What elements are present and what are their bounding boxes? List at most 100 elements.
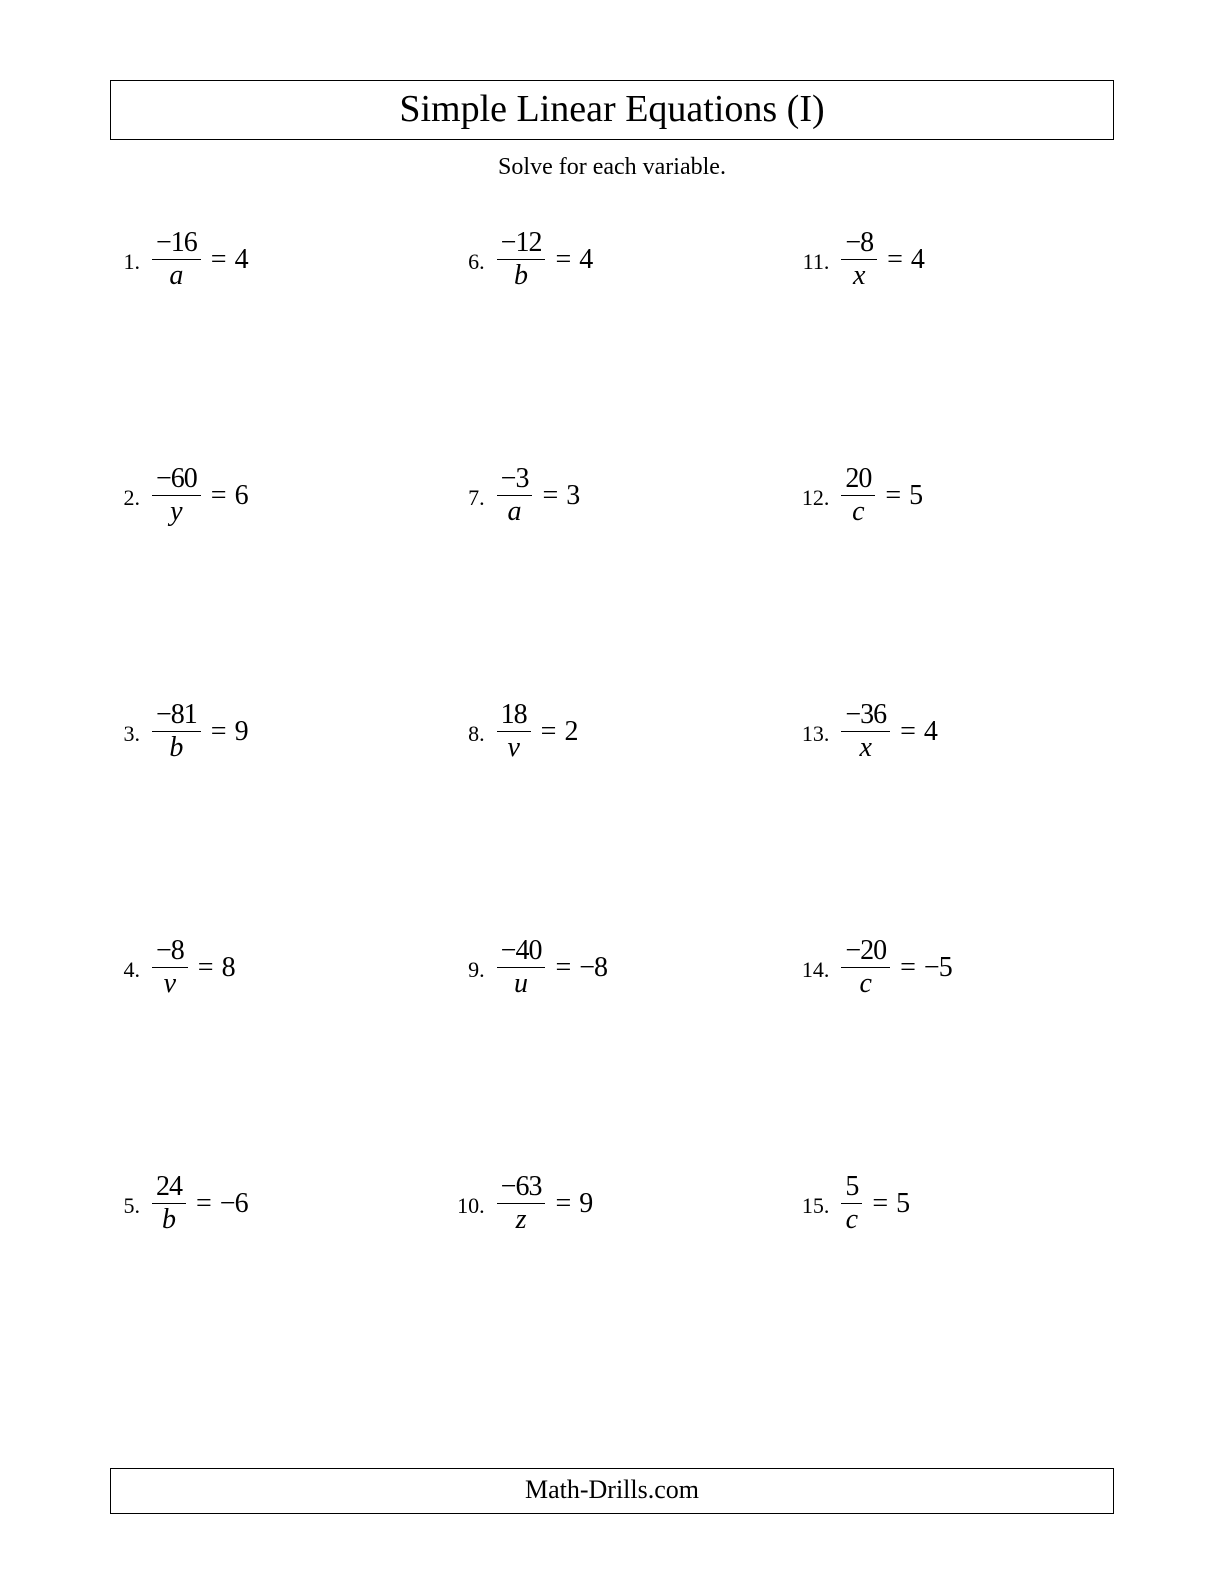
problem: 7. −3a = 3 xyxy=(455,447,770,683)
equation: −81b = 9 xyxy=(150,701,248,762)
equals-sign: = xyxy=(542,482,558,510)
equals-sign: = xyxy=(211,246,227,274)
equals-sign: = xyxy=(198,954,214,982)
denominator: x xyxy=(841,259,877,290)
fraction: −8x xyxy=(841,229,877,290)
numerator: 5 xyxy=(841,1173,862,1203)
fraction: −40u xyxy=(497,937,546,998)
rhs-value: −5 xyxy=(924,954,952,982)
denominator: y xyxy=(152,495,201,526)
worksheet-title: Simple Linear Equations (I) xyxy=(399,88,824,130)
problem: 8. 18v =2 xyxy=(455,683,770,919)
numerator: −16 xyxy=(152,229,201,259)
rhs-value: 6 xyxy=(235,482,248,510)
equals-sign: = xyxy=(885,482,901,510)
denominator: a xyxy=(497,495,533,526)
denominator: c xyxy=(841,967,890,998)
problem: 9. −40u = −8 xyxy=(455,919,770,1155)
fraction: −3a xyxy=(497,465,533,526)
numerator: 24 xyxy=(152,1173,186,1203)
rhs-value: 3 xyxy=(566,482,579,510)
fraction: −16a xyxy=(152,229,201,290)
equals-sign: = xyxy=(555,246,571,274)
problem-number: 1. xyxy=(110,229,140,275)
denominator: u xyxy=(497,967,546,998)
fraction: −60y xyxy=(152,465,201,526)
equals-sign: = xyxy=(900,954,916,982)
rhs-value: 9 xyxy=(579,1190,592,1218)
problem: 4.−8v=8 xyxy=(110,919,425,1155)
equation: −63z = 9 xyxy=(495,1173,593,1234)
rhs-value: 8 xyxy=(222,954,235,982)
problem-number: 8. xyxy=(455,701,485,747)
problem-number: 11. xyxy=(799,229,829,275)
numerator: −12 xyxy=(497,229,546,259)
rhs-value: 5 xyxy=(896,1190,909,1218)
problem-number: 15. xyxy=(799,1173,829,1219)
numerator: −20 xyxy=(841,937,890,967)
fraction: 18v xyxy=(497,701,531,762)
fraction: −8v xyxy=(152,937,188,998)
equals-sign: = xyxy=(541,718,557,746)
fraction: 24b xyxy=(152,1173,186,1234)
denominator: v xyxy=(497,731,531,762)
rhs-value: 2 xyxy=(564,718,577,746)
denominator: c xyxy=(841,1203,862,1234)
equation: 24b=−6 xyxy=(150,1173,248,1234)
equation: −16a = 4 xyxy=(150,229,248,290)
rhs-value: −8 xyxy=(579,954,607,982)
equation: −3a = 3 xyxy=(495,465,580,526)
equation: 5c=5 xyxy=(839,1173,909,1234)
problem-number: 9. xyxy=(455,937,485,983)
numerator: −8 xyxy=(841,229,877,259)
equals-sign: = xyxy=(211,482,227,510)
problem: 2. −60y = 6 xyxy=(110,447,425,683)
denominator: z xyxy=(497,1203,546,1234)
equals-sign: = xyxy=(555,954,571,982)
problem-number: 6. xyxy=(455,229,485,275)
fraction: −20c xyxy=(841,937,890,998)
problem: 5.24b=−6 xyxy=(110,1155,425,1391)
fraction: −63z xyxy=(497,1173,546,1234)
numerator: −36 xyxy=(841,701,890,731)
denominator: b xyxy=(152,1203,186,1234)
rhs-value: 4 xyxy=(579,246,592,274)
problem-number: 13. xyxy=(799,701,829,747)
problems-grid: 1.−16a=42.−60y=63.−81b=94.−8v=85.24b=−66… xyxy=(110,211,1114,1391)
equation: 20c=5 xyxy=(839,465,922,526)
denominator: b xyxy=(152,731,201,762)
worksheet-instruction: Solve for each variable. xyxy=(110,154,1114,181)
equals-sign: = xyxy=(555,1190,571,1218)
equation: −40u = −8 xyxy=(495,937,607,998)
equation: 18v =2 xyxy=(495,701,578,762)
denominator: a xyxy=(152,259,201,290)
equation: −8v = 8 xyxy=(150,937,235,998)
rhs-value: 4 xyxy=(924,718,937,746)
numerator: −3 xyxy=(497,465,533,495)
fraction: −36x xyxy=(841,701,890,762)
problem-number: 7. xyxy=(455,465,485,511)
problem-number: 3. xyxy=(110,701,140,747)
rhs-value: 4 xyxy=(235,246,248,274)
problem: 1. −16a = 4 xyxy=(110,211,425,447)
numerator: −81 xyxy=(152,701,201,731)
equation: −60y = 6 xyxy=(150,465,248,526)
equation: −20c = −5 xyxy=(839,937,951,998)
equals-sign: = xyxy=(196,1190,212,1218)
denominator: b xyxy=(497,259,546,290)
numerator: −60 xyxy=(152,465,201,495)
equals-sign: = xyxy=(211,718,227,746)
equation: −12b = 4 xyxy=(495,229,593,290)
fraction: 5c xyxy=(841,1173,862,1234)
denominator: x xyxy=(841,731,890,762)
problem: 13.−36x=4 xyxy=(799,683,1114,919)
numerator: −40 xyxy=(497,937,546,967)
rhs-value: 9 xyxy=(235,718,248,746)
denominator: v xyxy=(152,967,188,998)
worksheet-footer-box: Math-Drills.com xyxy=(110,1468,1114,1514)
problem-number: 2. xyxy=(110,465,140,511)
problem-number: 12. xyxy=(799,465,829,511)
rhs-value: 5 xyxy=(909,482,922,510)
rhs-value: 4 xyxy=(911,246,924,274)
equation: −8x=4 xyxy=(839,229,924,290)
